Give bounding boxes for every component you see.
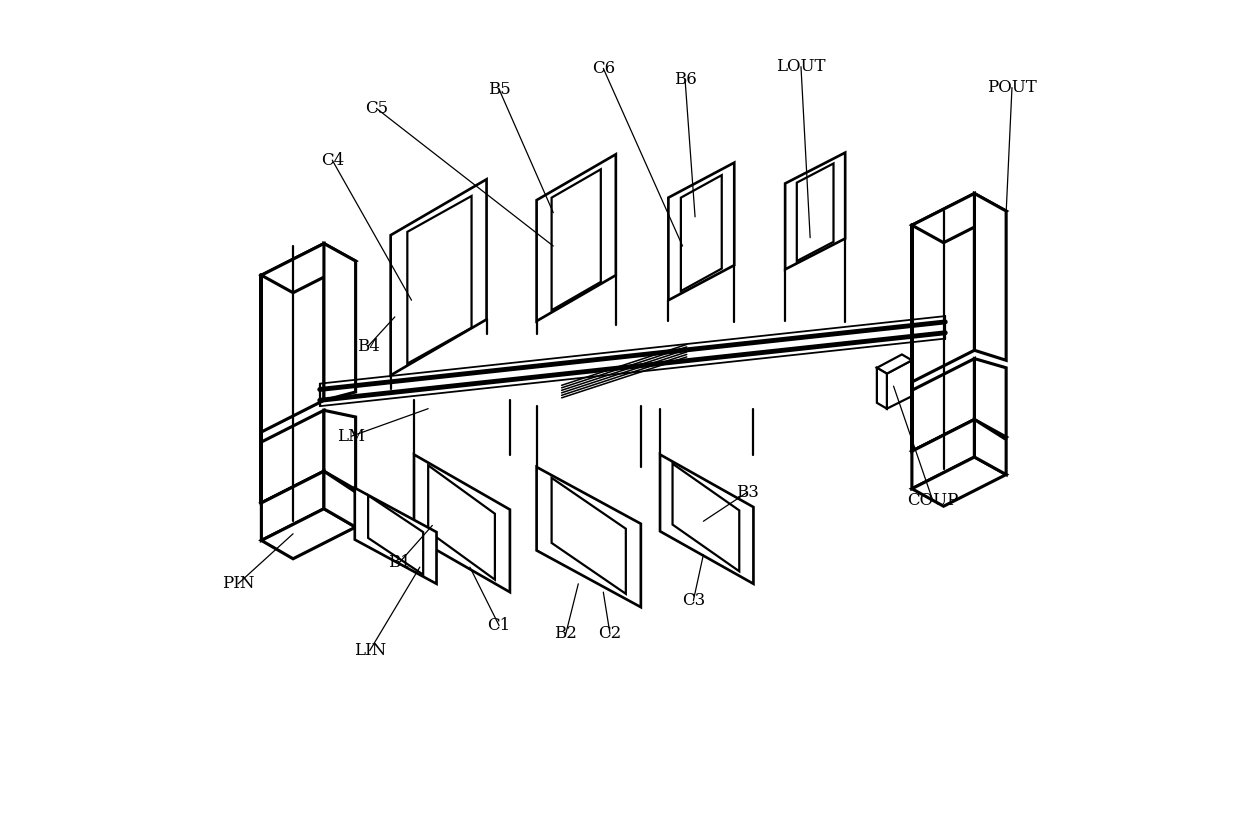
Polygon shape <box>911 457 1006 506</box>
Text: POUT: POUT <box>987 79 1037 96</box>
Polygon shape <box>877 354 911 374</box>
Polygon shape <box>355 488 436 584</box>
Polygon shape <box>911 193 975 382</box>
Polygon shape <box>414 455 510 592</box>
Polygon shape <box>785 153 846 269</box>
Polygon shape <box>911 420 975 489</box>
Polygon shape <box>324 410 356 490</box>
Polygon shape <box>262 244 324 432</box>
Text: C5: C5 <box>365 100 388 117</box>
Polygon shape <box>975 420 1006 475</box>
Text: B6: B6 <box>673 71 697 88</box>
Polygon shape <box>262 509 356 559</box>
Polygon shape <box>911 420 1006 469</box>
Polygon shape <box>324 244 356 400</box>
Polygon shape <box>911 193 1006 243</box>
Text: C1: C1 <box>487 617 511 634</box>
Polygon shape <box>537 467 641 607</box>
Polygon shape <box>660 455 754 584</box>
Text: C2: C2 <box>599 626 621 642</box>
Polygon shape <box>537 154 616 321</box>
Polygon shape <box>262 244 356 293</box>
Text: B3: B3 <box>737 484 759 500</box>
Text: LM: LM <box>337 428 366 445</box>
Polygon shape <box>887 360 911 409</box>
Text: C6: C6 <box>591 60 615 77</box>
Polygon shape <box>262 471 356 521</box>
Text: LOUT: LOUT <box>776 58 826 75</box>
Polygon shape <box>975 193 1006 360</box>
Polygon shape <box>324 471 356 527</box>
Polygon shape <box>877 368 887 409</box>
Polygon shape <box>668 163 734 300</box>
Text: LIN: LIN <box>353 642 386 659</box>
Text: C3: C3 <box>682 592 706 609</box>
Polygon shape <box>391 179 486 375</box>
Polygon shape <box>911 359 975 451</box>
Text: C4: C4 <box>321 152 343 168</box>
Polygon shape <box>975 359 1006 437</box>
Text: B4: B4 <box>357 338 379 354</box>
Text: COUP: COUP <box>908 492 959 509</box>
Polygon shape <box>262 471 324 540</box>
Text: B5: B5 <box>487 81 511 98</box>
Text: B1: B1 <box>388 555 410 571</box>
Text: PIN: PIN <box>222 575 254 592</box>
Polygon shape <box>262 410 324 503</box>
Text: B2: B2 <box>554 626 578 642</box>
